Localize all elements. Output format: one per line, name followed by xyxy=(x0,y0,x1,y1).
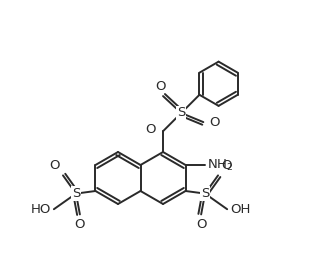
Text: O: O xyxy=(196,218,206,231)
Text: OH: OH xyxy=(230,203,250,216)
Text: S: S xyxy=(201,187,209,200)
Text: O: O xyxy=(49,159,60,172)
Text: O: O xyxy=(221,159,231,172)
Text: O: O xyxy=(155,80,165,93)
Text: O: O xyxy=(146,123,156,136)
Text: O: O xyxy=(74,218,85,231)
Text: S: S xyxy=(177,106,185,120)
Text: NH$_2$: NH$_2$ xyxy=(207,158,233,173)
Text: S: S xyxy=(72,187,80,200)
Text: HO: HO xyxy=(30,203,51,216)
Text: O: O xyxy=(209,116,220,129)
